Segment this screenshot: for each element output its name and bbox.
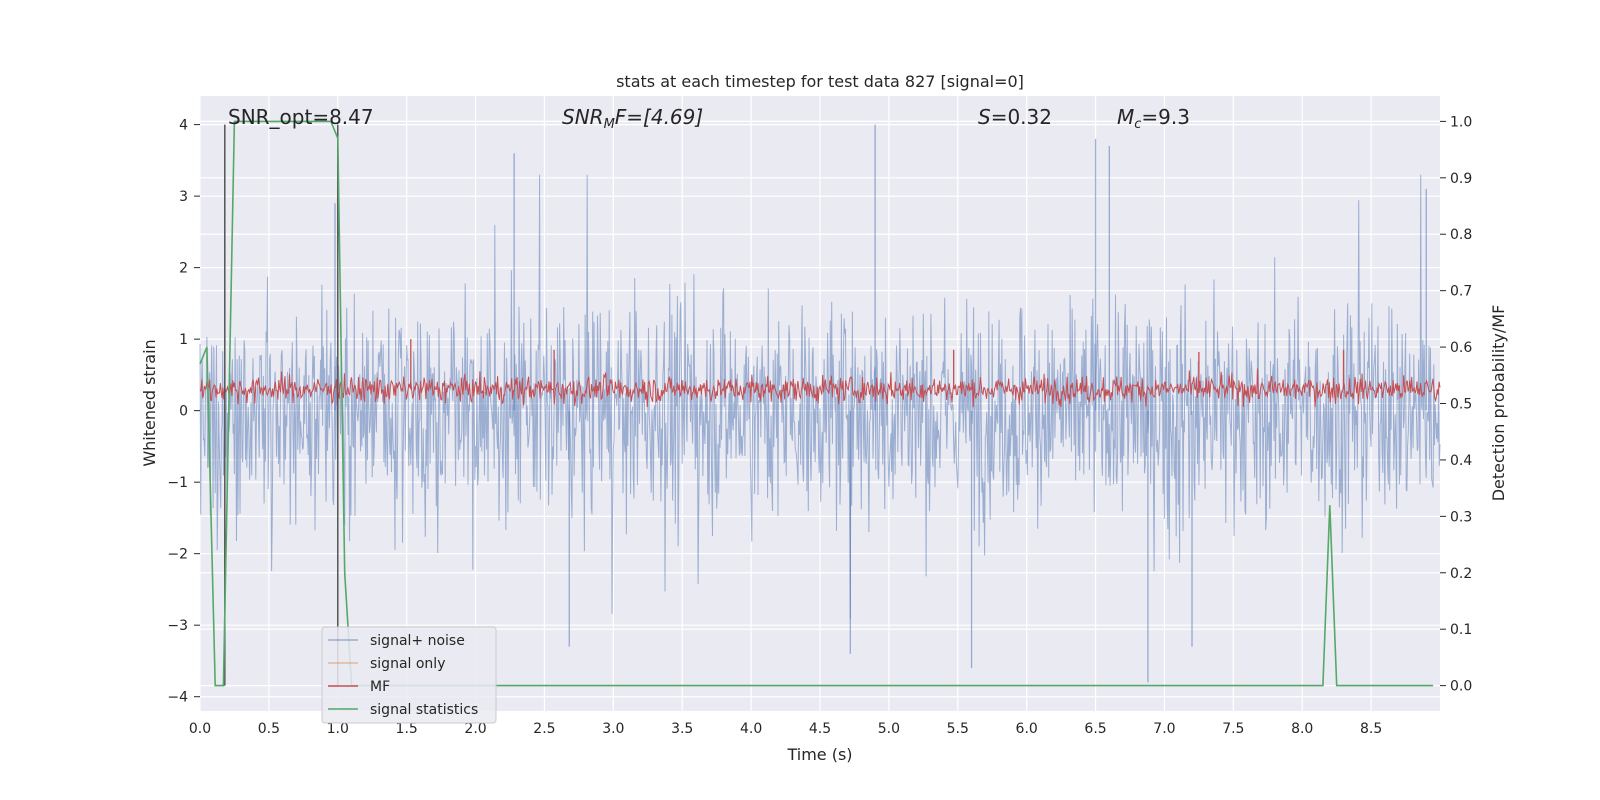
y-tick-label-1: 3 [179,189,188,205]
y-right-tick-label-10: 0.0 [1450,679,1472,695]
x-tick-label-2: 1.0 [327,721,349,737]
y-tick-label-5: −1 [167,475,188,491]
x-tick-label-11: 5.5 [947,721,969,737]
y-tick-label-0: 4 [179,118,188,134]
x-tick-label-0: 0.0 [189,721,211,737]
x-tick-label-8: 4.0 [740,721,762,737]
y-right-tick-label-4: 0.6 [1450,340,1472,356]
y-right-axis-label: Detection probability/MF [1489,305,1508,502]
annotation-mc: Mc=9.3 [1117,105,1190,132]
series-line-mf [199,368,1441,408]
y-right-tick-label-0: 1.0 [1450,114,1472,130]
legend: signal+ noise signal only MF signal stat… [321,626,497,724]
y-tick-label-6: −2 [167,547,188,563]
y-right-tick-label-2: 0.8 [1450,227,1472,243]
y-axis-label: Whitened strain [140,339,159,466]
chart-title: stats at each timestep for test data 827… [616,72,1024,91]
legend-label-mf: MF [370,679,390,695]
y-tick-label-7: −3 [167,618,188,634]
x-tick-label-13: 6.5 [1084,721,1106,737]
x-tick-label-1: 0.5 [258,721,280,737]
x-tick-label-3: 1.5 [396,721,418,737]
x-tick-label-4: 2.0 [464,721,486,737]
y-right-tick-label-8: 0.2 [1450,566,1472,582]
x-tick-label-14: 7.0 [1153,721,1175,737]
x-tick-label-5: 2.5 [533,721,555,737]
y-right-tick-label-7: 0.3 [1450,509,1472,525]
series-mf [199,339,1441,408]
legend-label-signal-noise: signal+ noise [370,633,465,649]
x-tick-label-10: 5.0 [878,721,900,737]
y-tick-label-2: 2 [179,261,188,277]
y-right-tick-label-5: 0.5 [1450,397,1472,413]
y-right-tick-label-1: 0.9 [1450,171,1472,187]
y-axis-ticks: 4 3 2 1 0 −1 −2 −3 −4 [167,118,200,706]
legend-label-signal-statistics: signal statistics [370,702,478,718]
x-tick-label-17: 8.5 [1360,721,1382,737]
x-tick-label-12: 6.0 [1016,721,1038,737]
x-axis-label: Time (s) [786,745,852,764]
y-tick-label-4: 0 [179,404,188,420]
y-right-tick-label-6: 0.4 [1450,453,1472,469]
x-axis-ticks: 0.0 0.5 1.0 1.5 2.0 2.5 3.0 3.5 4.0 4.5 5.0 5.5 6.0 6… [189,721,1382,737]
y-tick-label-3: 1 [179,332,188,348]
annotation-snr-opt: SNR_opt=8.47 [228,105,374,129]
legend-label-signal-only: signal only [370,656,445,672]
x-tick-label-15: 7.5 [1222,721,1244,737]
legend-box [321,626,497,724]
y-right-tick-label-3: 0.7 [1450,284,1472,300]
y-right-tick-label-9: 0.1 [1450,622,1472,638]
y-tick-label-8: −4 [167,690,188,706]
x-tick-label-7: 3.5 [671,721,693,737]
annotation-snr-mf: SNRMF=[4.69] [562,105,703,132]
x-tick-label-6: 3.0 [602,721,624,737]
series-signal-noise [199,124,1441,683]
annotation-s: S=0.32 [978,105,1052,129]
x-tick-label-9: 4.5 [809,721,831,737]
grid-y [200,124,1440,698]
x-tick-label-16: 8.0 [1291,721,1313,737]
y-right-axis-ticks: 1.0 0.9 0.8 0.7 0.6 0.5 0.4 0.3 0.2 0.1 0.0 [1440,114,1472,695]
